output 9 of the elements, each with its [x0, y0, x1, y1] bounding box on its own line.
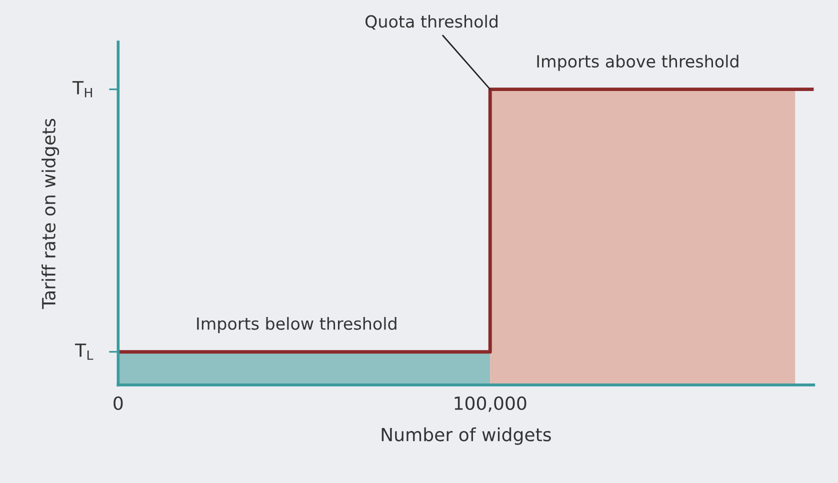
y-axis-title: Tariff rate on widgets [42, 118, 60, 310]
text: Imports above threshold [537, 54, 738, 71]
text: T$_{L}$ [74, 344, 94, 360]
x-axis-title: Number of widgets [382, 427, 551, 445]
annotation: Imports below threshold [197, 316, 396, 334]
annotation: Quota threshold [366, 14, 498, 30]
text: T$_{H}$ [72, 81, 92, 98]
x-tick-label: 0 [114, 396, 123, 410]
x-tick-label: 100,000 [454, 396, 526, 412]
